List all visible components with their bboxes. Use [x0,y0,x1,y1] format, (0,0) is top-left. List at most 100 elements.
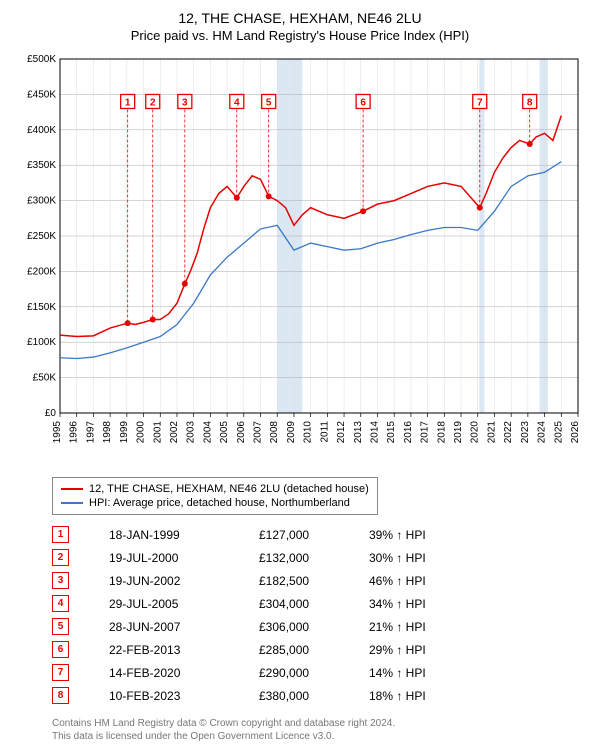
svg-text:2016: 2016 [403,421,414,444]
svg-text:2017: 2017 [420,421,431,444]
legend: 12, THE CHASE, HEXHAM, NE46 2LU (detache… [52,477,378,515]
svg-text:2023: 2023 [520,421,531,444]
sale-date: 19-JUN-2002 [109,574,259,588]
svg-text:1999: 1999 [119,421,130,444]
legend-row: HPI: Average price, detached house, Nort… [61,496,369,510]
sale-delta: 46% ↑ HPI [369,574,489,588]
svg-text:2004: 2004 [202,421,213,444]
chart-area: £0£50K£100K£150K£200K£250K£300K£350K£400… [12,49,588,469]
table-row: 8 10-FEB-2023£380,00018% ↑ HPI [52,684,588,707]
svg-text:1995: 1995 [52,421,63,444]
footnote-line2: This data is licensed under the Open Gov… [52,730,588,743]
sale-price: £132,000 [259,551,369,565]
table-row: 3 19-JUN-2002£182,50046% ↑ HPI [52,569,588,592]
table-row: 1 18-JAN-1999£127,00039% ↑ HPI [52,523,588,546]
footnote-line1: Contains HM Land Registry data © Crown c… [52,717,588,730]
svg-text:1996: 1996 [69,421,80,444]
sale-delta: 18% ↑ HPI [369,689,489,703]
svg-text:2018: 2018 [436,421,447,444]
sale-date: 29-JUL-2005 [109,597,259,611]
chart-subtitle: Price paid vs. HM Land Registry's House … [12,28,588,43]
svg-text:1998: 1998 [102,421,113,444]
sale-delta: 30% ↑ HPI [369,551,489,565]
sale-price: £182,500 [259,574,369,588]
sale-price: £304,000 [259,597,369,611]
svg-text:£200K: £200K [27,266,56,277]
svg-text:7: 7 [477,97,483,108]
table-row: 6 22-FEB-2013£285,00029% ↑ HPI [52,638,588,661]
svg-text:4: 4 [234,97,240,108]
sale-delta: 29% ↑ HPI [369,643,489,657]
sale-price: £290,000 [259,666,369,680]
legend-swatch [61,488,83,490]
svg-text:2022: 2022 [503,421,514,444]
sale-price: £380,000 [259,689,369,703]
svg-text:2014: 2014 [369,421,380,444]
sale-delta: 14% ↑ HPI [369,666,489,680]
sale-date: 10-FEB-2023 [109,689,259,703]
svg-text:2015: 2015 [386,421,397,444]
sale-marker: 4 [52,595,69,612]
legend-label: 12, THE CHASE, HEXHAM, NE46 2LU (detache… [89,483,369,495]
table-row: 4 29-JUL-2005£304,00034% ↑ HPI [52,592,588,615]
sales-table: 1 18-JAN-1999£127,00039% ↑ HPI 2 19-JUL-200… [52,523,588,707]
sale-date: 19-JUL-2000 [109,551,259,565]
svg-text:2005: 2005 [219,421,230,444]
svg-text:2006: 2006 [236,421,247,444]
sale-price: £306,000 [259,620,369,634]
svg-text:2000: 2000 [136,421,147,444]
svg-text:2008: 2008 [269,421,280,444]
svg-text:1: 1 [125,97,131,108]
sale-marker: 5 [52,618,69,635]
sale-delta: 39% ↑ HPI [369,528,489,542]
svg-text:£300K: £300K [27,196,56,207]
svg-text:£150K: £150K [27,302,56,313]
footnote: Contains HM Land Registry data © Crown c… [52,717,588,743]
svg-text:2007: 2007 [253,421,264,444]
svg-text:2002: 2002 [169,421,180,444]
sale-price: £127,000 [259,528,369,542]
sale-date: 14-FEB-2020 [109,666,259,680]
sale-price: £285,000 [259,643,369,657]
svg-text:£50K: £50K [33,373,57,384]
legend-swatch [61,502,83,504]
svg-text:2001: 2001 [152,421,163,444]
svg-text:£450K: £450K [27,89,56,100]
sale-marker: 2 [52,549,69,566]
sale-delta: 21% ↑ HPI [369,620,489,634]
svg-text:2021: 2021 [486,421,497,444]
svg-text:£250K: £250K [27,231,56,242]
svg-text:1997: 1997 [85,421,96,444]
svg-text:£500K: £500K [27,54,56,65]
table-row: 5 28-JUN-2007£306,00021% ↑ HPI [52,615,588,638]
svg-text:5: 5 [266,97,272,108]
svg-text:2003: 2003 [186,421,197,444]
sale-date: 22-FEB-2013 [109,643,259,657]
svg-text:£100K: £100K [27,337,56,348]
svg-text:2025: 2025 [553,421,564,444]
svg-text:2010: 2010 [303,421,314,444]
sale-marker: 8 [52,687,69,704]
svg-text:£350K: £350K [27,160,56,171]
chart-title: 12, THE CHASE, HEXHAM, NE46 2LU [12,10,588,26]
svg-text:2012: 2012 [336,421,347,444]
svg-text:2020: 2020 [470,421,481,444]
sale-marker: 7 [52,664,69,681]
svg-text:3: 3 [182,97,188,108]
sale-marker: 6 [52,641,69,658]
svg-text:8: 8 [527,97,533,108]
sale-delta: 34% ↑ HPI [369,597,489,611]
svg-text:2: 2 [150,97,156,108]
svg-text:2026: 2026 [570,421,581,444]
svg-text:6: 6 [360,97,366,108]
legend-row: 12, THE CHASE, HEXHAM, NE46 2LU (detache… [61,482,369,496]
table-row: 7 14-FEB-2020£290,00014% ↑ HPI [52,661,588,684]
sale-date: 18-JAN-1999 [109,528,259,542]
sale-marker: 3 [52,572,69,589]
sale-marker: 1 [52,526,69,543]
svg-text:2009: 2009 [286,421,297,444]
svg-text:2024: 2024 [537,421,548,444]
sale-date: 28-JUN-2007 [109,620,259,634]
svg-text:2013: 2013 [353,421,364,444]
svg-text:2019: 2019 [453,421,464,444]
